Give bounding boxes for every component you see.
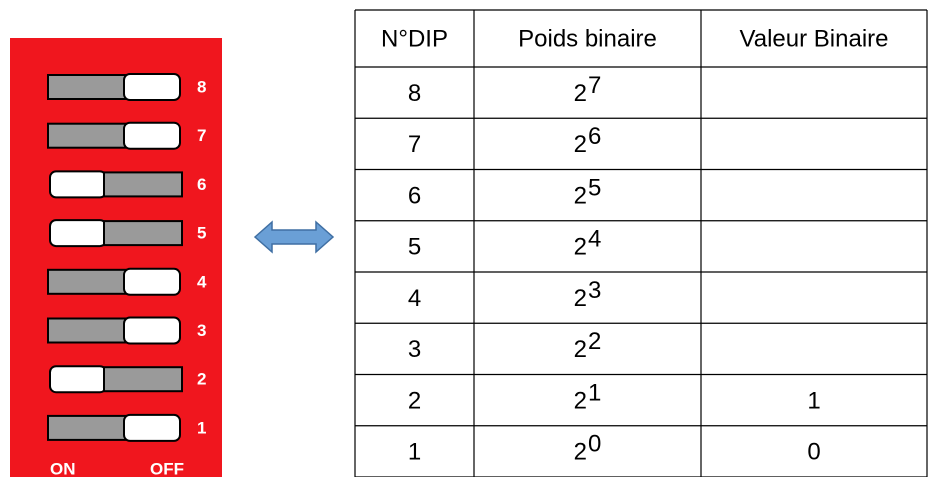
weight-exponent: 1 <box>588 379 601 406</box>
switch-number: 8 <box>197 77 206 96</box>
dip-switch: 2 <box>50 366 206 392</box>
dip-cell: 8 <box>408 80 421 107</box>
switch-slider <box>50 220 106 246</box>
weight-base: 2 <box>574 439 587 466</box>
switch-number: 4 <box>197 272 207 291</box>
switch-track <box>104 367 182 391</box>
switch-track <box>48 319 128 343</box>
weight-exponent: 6 <box>588 123 601 150</box>
header-cell: N°DIP <box>381 25 448 52</box>
dip-cell: 1 <box>408 439 421 466</box>
switch-number: 5 <box>197 224 206 243</box>
dip-cell: 2 <box>408 387 421 414</box>
weight-exponent: 4 <box>588 226 601 253</box>
switch-track <box>48 270 128 294</box>
weight-exponent: 7 <box>588 72 601 99</box>
switch-number: 7 <box>197 126 206 145</box>
switch-slider <box>124 269 180 295</box>
dip-cell: 6 <box>408 182 421 209</box>
weight-exponent: 0 <box>588 431 601 458</box>
weight-base: 2 <box>574 80 587 107</box>
weight-base: 2 <box>574 182 587 209</box>
page: ON OFF N°DIP Poids binaire Valeur Binaire 8… <box>0 0 939 477</box>
weight-exponent: 3 <box>588 277 601 304</box>
switch-slider <box>50 366 106 392</box>
weight-base: 2 <box>574 234 587 261</box>
switch-track <box>104 221 182 245</box>
dip-cell: 5 <box>408 234 421 261</box>
dip-cell: 7 <box>408 131 421 158</box>
dip-panel <box>10 38 222 477</box>
dip-switch: 6 <box>50 171 206 197</box>
value-cell: 1 <box>807 387 820 414</box>
switch-track <box>48 75 128 99</box>
weight-base: 2 <box>574 336 587 363</box>
header-cell: Poids binaire <box>518 25 657 52</box>
switch-number: 1 <box>197 418 206 437</box>
dip-cell: 3 <box>408 336 421 363</box>
switch-slider <box>124 318 180 344</box>
header-cell: Valeur Binaire <box>740 25 889 52</box>
switch-number: 2 <box>197 370 206 389</box>
weight-exponent: 5 <box>588 174 601 201</box>
switch-track <box>104 172 182 196</box>
switch-track <box>48 124 128 148</box>
switch-number: 6 <box>197 175 206 194</box>
switch-slider <box>50 171 106 197</box>
switch-slider <box>124 123 180 149</box>
dip-switch: 5 <box>50 220 206 246</box>
double-arrow <box>255 222 333 252</box>
switch-slider <box>124 415 180 441</box>
value-cell: 0 <box>807 439 820 466</box>
switch-track <box>48 416 128 440</box>
weight-base: 2 <box>574 387 587 414</box>
weight-base: 2 <box>574 131 587 158</box>
switch-slider <box>124 74 180 100</box>
on-label: ON <box>50 459 76 477</box>
dip-cell: 4 <box>408 285 421 312</box>
weight-base: 2 <box>574 285 587 312</box>
off-label: OFF <box>150 459 184 477</box>
switch-number: 3 <box>197 321 206 340</box>
weight-exponent: 2 <box>588 328 601 355</box>
